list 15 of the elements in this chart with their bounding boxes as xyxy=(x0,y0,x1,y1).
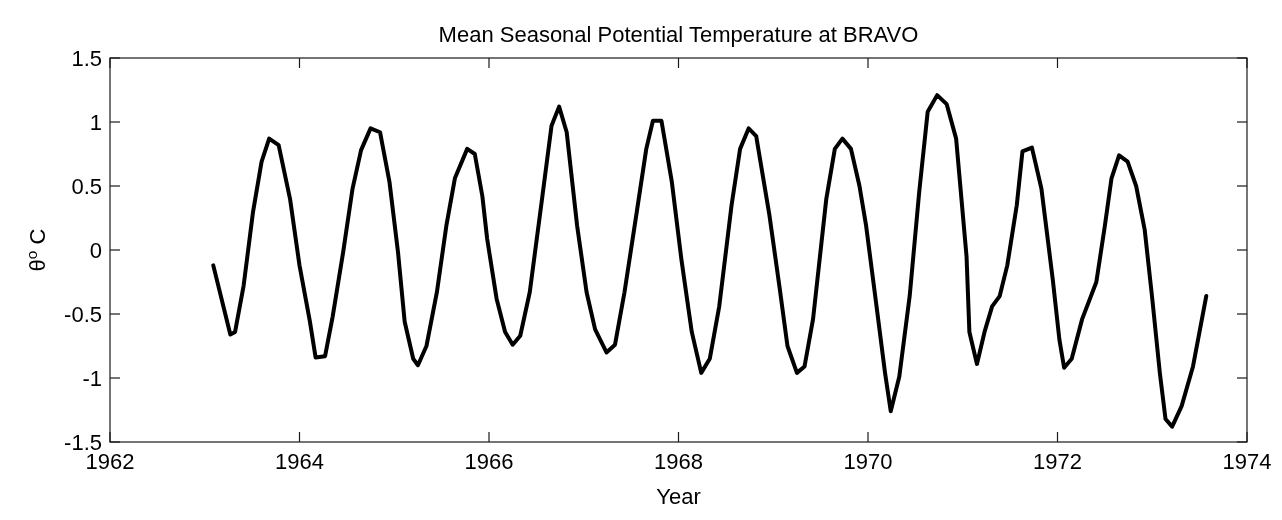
chart-title: Mean Seasonal Potential Temperature at BRAVO xyxy=(438,22,919,47)
x-tick-label: 1964 xyxy=(275,449,324,474)
y-tick-label: 1 xyxy=(89,109,102,135)
line-series xyxy=(211,93,1209,429)
x-tick-label: 1974 xyxy=(1222,449,1272,474)
y-tick-label: 0.5 xyxy=(71,173,102,199)
y-tick-label: -0.5 xyxy=(64,301,102,327)
x-tick-label: 1966 xyxy=(464,449,514,474)
x-tick-label: 1972 xyxy=(1033,449,1082,474)
y-tick-label: 1.5 xyxy=(71,45,102,71)
y-tick-label: 0 xyxy=(89,237,102,263)
x-axis-title: Year xyxy=(656,484,701,509)
x-tick-label: 1970 xyxy=(843,449,893,474)
x-tick-label: 1968 xyxy=(654,449,703,474)
y-tick-label: -1 xyxy=(82,365,102,391)
